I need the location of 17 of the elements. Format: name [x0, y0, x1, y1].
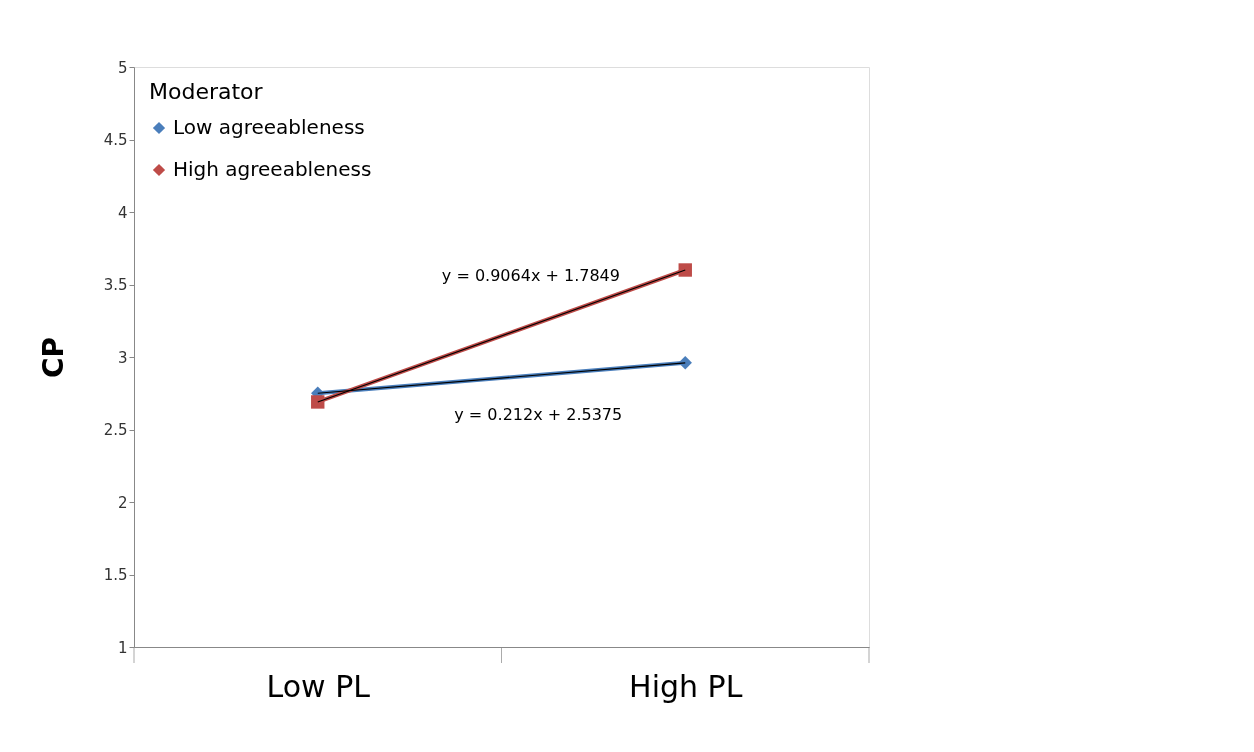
y-tick-label: 5 — [117, 58, 128, 77]
x-tick-label: Low PL — [266, 668, 371, 704]
y-tick-label: 1 — [117, 638, 128, 657]
legend-label: Low agreeableness — [173, 115, 365, 139]
y-tick-label: 3.5 — [103, 276, 128, 294]
y-tick-label: 4.5 — [103, 131, 128, 149]
y-tick-label: 1.5 — [103, 566, 128, 584]
y-axis-title: CP — [36, 336, 70, 379]
legend-label: High agreeableness — [173, 157, 372, 181]
x-tick-label: High PL — [629, 668, 743, 704]
y-tick-label: 2 — [117, 493, 128, 512]
y-tick-label: 4 — [117, 203, 128, 222]
y-tick-label: 2.5 — [103, 421, 128, 439]
annotation: y = 0.9064x + 1.7849 — [441, 265, 620, 285]
y-tick-label: 3 — [117, 348, 128, 367]
annotation: y = 0.212x + 2.5375 — [454, 405, 623, 424]
legend-title: Moderator — [149, 79, 264, 104]
